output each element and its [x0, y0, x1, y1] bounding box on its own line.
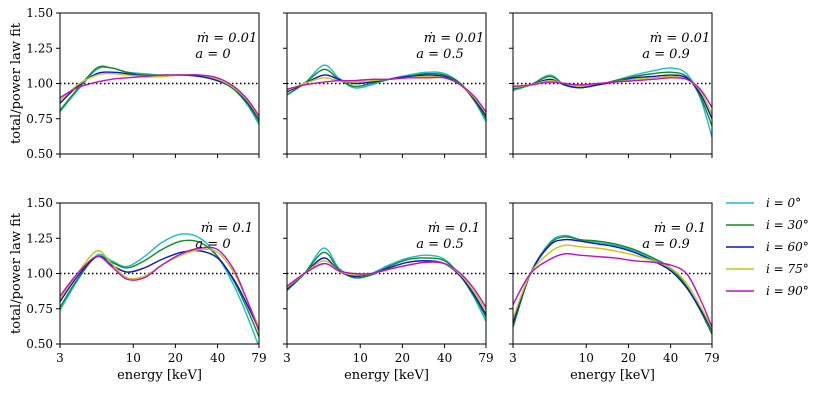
series-line	[287, 248, 486, 321]
x-tick-label: 10	[126, 351, 141, 365]
x-tick-label: 20	[621, 351, 636, 365]
mdot-annotation: ṁ = 0.01	[197, 31, 257, 46]
spin-annotation: a = 0	[195, 47, 230, 62]
series-line	[513, 239, 712, 329]
mdot-annotation: ṁ = 0.1	[428, 221, 480, 236]
x-tick-label: 10	[579, 351, 594, 365]
series-line	[60, 72, 259, 119]
y-tick-label: 0.50	[26, 147, 53, 161]
y-tick-label: 1.25	[26, 231, 53, 245]
series-line	[60, 240, 259, 337]
x-tick-label: 79	[251, 351, 266, 365]
y-tick-label: 1.50	[26, 6, 53, 20]
legend-entry: i = 60°	[726, 240, 809, 254]
legend-label: i = 30°	[766, 218, 809, 232]
panel-4: 0.50 0.75 1.00 1.25 1.50 3 10 20 40 79 ṁ = 0.1a = …	[9, 196, 267, 383]
series-group	[287, 65, 486, 121]
spin-annotation: a = 0.5	[416, 237, 464, 252]
x-tick-label: 40	[663, 351, 678, 365]
series-line	[287, 77, 486, 111]
spin-annotation: a = 0.5	[416, 47, 464, 62]
spin-annotation: a = 0.9	[642, 237, 690, 252]
x-tick-label: 79	[704, 351, 719, 365]
legend-label: i = 60°	[766, 240, 809, 254]
y-tick-label: 1.25	[26, 41, 53, 55]
x-tick-label: 3	[283, 351, 291, 365]
x-tick-label: 10	[353, 351, 368, 365]
panels-group: 0.500.751.001.251.50ṁ = 0.01a = 0total/p…	[9, 6, 720, 383]
y-tick-label: 0.50	[26, 337, 53, 351]
mdot-annotation: ṁ = 0.01	[650, 31, 710, 46]
panel-6: 3 10 20 40 79 ṁ = 0.1a = 0.9 energy [keV]	[509, 203, 720, 383]
series-line	[60, 74, 259, 118]
y-tick-label: 1.50	[26, 196, 53, 210]
series-line	[513, 254, 712, 327]
figure: 0.500.751.001.251.50ṁ = 0.01a = 0total/p…	[0, 0, 830, 403]
series-line	[513, 78, 712, 108]
mdot-annotation: ṁ = 0.01	[424, 31, 484, 46]
legend-entry: i = 90°	[726, 284, 809, 298]
legend-label: i = 90°	[766, 284, 809, 298]
panel-5: 3 10 20 40 79 ṁ = 0.1a = 0.5 energy [keV]	[283, 203, 494, 383]
y-tick-label: 1.00	[26, 267, 53, 281]
x-tick-label: 3	[509, 351, 517, 365]
spin-annotation: a = 0.9	[642, 47, 690, 62]
x-axis-label: energy [keV]	[570, 368, 655, 383]
series-group	[513, 68, 712, 137]
x-tick-label: 20	[395, 351, 410, 365]
panel-3: ṁ = 0.01a = 0.9	[509, 13, 712, 158]
x-axis-label: energy [keV]	[344, 368, 429, 383]
mdot-annotation: ṁ = 0.1	[654, 221, 706, 236]
legend-entry: i = 0°	[726, 196, 801, 210]
series-line	[60, 75, 259, 116]
y-tick-label: 1.00	[26, 77, 53, 91]
legend-entry: i = 30°	[726, 218, 809, 232]
x-axis-label: energy [keV]	[117, 368, 202, 383]
y-axis-label: total/power law fit	[9, 22, 24, 144]
panel-2: ṁ = 0.01a = 0.5	[283, 13, 486, 158]
y-axis-label: total/power law fit	[9, 212, 24, 334]
panel-1: 0.50 0.75 1.00 1.25 1.50 ṁ = 0.01a = 0 total/p…	[9, 6, 259, 161]
series-line	[287, 75, 486, 116]
series-group	[287, 248, 486, 321]
mdot-annotation: ṁ = 0.1	[201, 221, 253, 236]
x-tick-label: 3	[56, 351, 64, 365]
series-group	[60, 66, 259, 124]
legend-label: i = 75°	[766, 262, 809, 276]
y-tick-label: 0.75	[26, 302, 53, 316]
x-tick-label: 40	[437, 351, 452, 365]
legend-label: i = 0°	[766, 196, 801, 210]
x-tick-label: 79	[478, 351, 493, 365]
x-tick-label: 40	[210, 351, 225, 365]
y-tick-label: 0.75	[26, 112, 53, 126]
legend: i = 0° i = 30° i = 60° i = 75° i = 90°	[726, 196, 809, 298]
legend-entry: i = 75°	[726, 262, 809, 276]
spin-annotation: a = 0	[195, 237, 230, 252]
x-tick-label: 20	[168, 351, 183, 365]
